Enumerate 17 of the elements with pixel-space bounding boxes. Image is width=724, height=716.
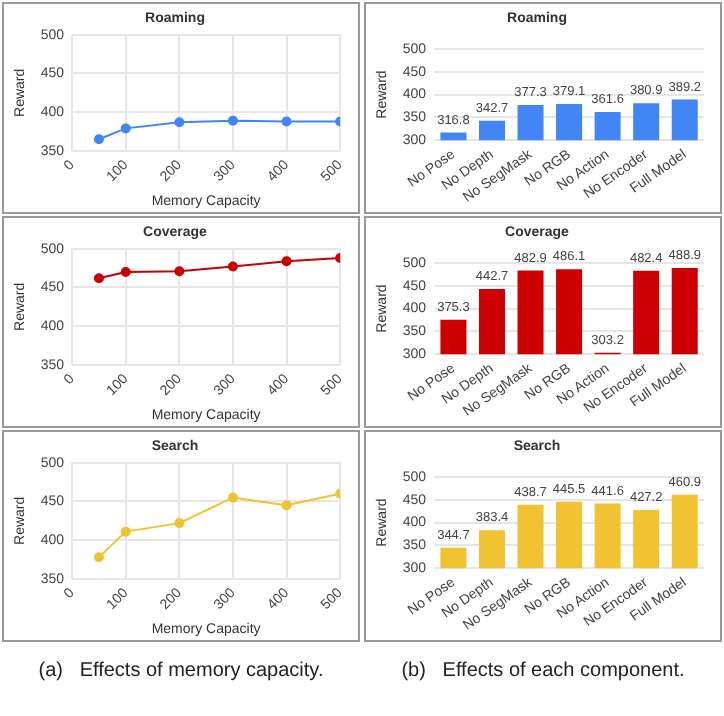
point [93,134,104,145]
point [120,267,131,277]
point [120,123,131,134]
point [281,116,292,127]
point [174,266,185,277]
point [120,526,131,537]
text: (a) Effects of memory capacity. [36,660,326,682]
point [227,261,238,272]
point [93,552,104,563]
point [281,500,292,511]
point [227,492,238,503]
point [281,256,292,267]
point [174,117,185,128]
text: (b) Effects of each component. [399,660,687,682]
point [93,273,104,284]
point [174,518,185,529]
point [227,115,238,126]
